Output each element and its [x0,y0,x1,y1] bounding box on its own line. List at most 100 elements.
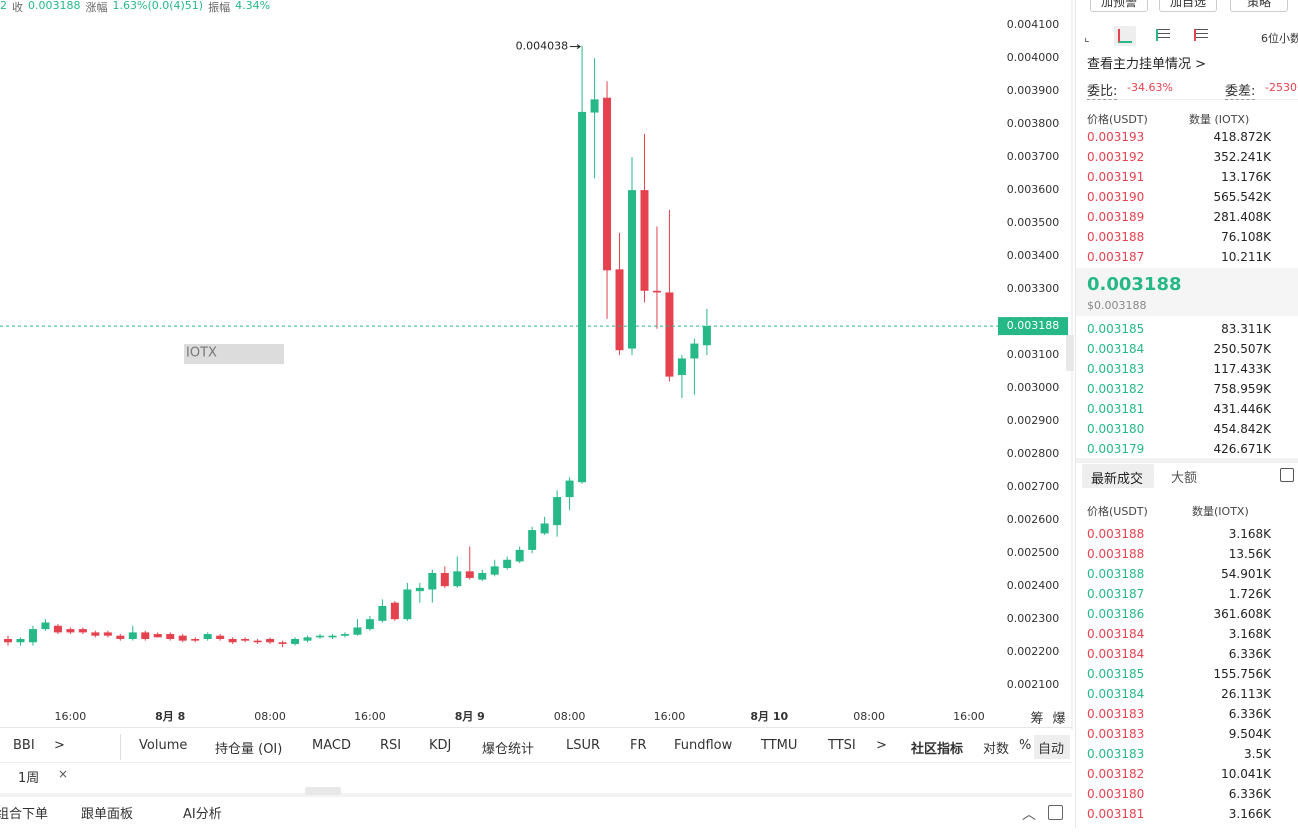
separator [0,762,1072,763]
symbol-label: IOTX [186,346,217,361]
trade-price: 0.003181 [1087,807,1145,821]
x-tick-label: 08:00 [254,710,286,723]
candle-body [578,111,587,483]
candle-body [428,572,437,590]
book-price: 0.003192 [1087,150,1145,164]
indicator-tab[interactable]: RSI [380,738,402,753]
trade-price: 0.003182 [1087,767,1145,781]
header-text: 收 [12,1,23,14]
candle-body [278,642,287,644]
book-qty: 117.433K [1213,362,1272,376]
button[interactable]: 加预警 [1090,0,1148,12]
y-tick-label: 0.003100 [1007,348,1060,361]
candle-body [465,571,474,578]
book-qty: 426.671K [1213,442,1272,456]
indicator-tab[interactable]: BBI [13,738,35,753]
button[interactable]: 策略 [1230,0,1288,12]
book-price: 0.003180 [1087,422,1145,436]
indicator-tab[interactable]: > [876,738,887,753]
view-icon[interactable] [1118,29,1132,43]
header-text: 1.63%(0.0(4)51) [112,0,204,12]
view-icon[interactable] [1194,29,1208,41]
last-usd: $0.003188 [1087,299,1147,312]
y-tick-label: 0.003800 [1007,117,1060,130]
book-qty: 250.507K [1213,342,1272,356]
candle-body [128,632,137,639]
y-tick-label: 0.003700 [1007,150,1060,163]
candle-body [316,635,324,638]
view-icon[interactable] [1156,29,1170,41]
trade-qty: 3.168K [1228,627,1271,641]
indicator-tab[interactable]: TTSI [828,738,856,753]
indicator-tab[interactable]: 社区指标 [911,742,964,757]
book-qty: 431.446K [1213,402,1272,416]
bottom-tab[interactable]: 组合下单 [0,807,49,822]
candle-body [652,290,661,293]
bottom-tab[interactable]: 跟单面板 [81,807,134,822]
y-tick-label: 0.002100 [1007,678,1060,691]
candle-body [266,638,275,643]
view-icon[interactable]: ⌞ [1084,30,1090,44]
trade-qty: 1.726K [1228,587,1271,601]
header-text: 0.003188 [28,0,81,12]
book-price: 0.003181 [1087,402,1145,416]
indicator-tab[interactable]: 爆仓统计 [482,742,535,757]
book-qty: 13.176K [1221,170,1271,184]
candle-body [66,629,75,633]
candle-body [565,480,574,498]
button[interactable]: 加自选 [1159,0,1217,12]
main-orders-link[interactable]: 查看主力挂单情况 > [1087,57,1207,72]
trade-qty: 10.041K [1221,767,1271,781]
bottom-tab[interactable]: AI分析 [183,807,222,822]
trades-tab[interactable]: 最新成交 [1091,472,1144,487]
candle-body [203,634,212,639]
y-tick-label: 0.003500 [1007,216,1060,229]
last-price-bg [1076,268,1298,316]
candle-body [178,635,187,641]
candle-body [166,634,175,639]
y-tick-label: 0.002600 [1007,513,1060,526]
close-icon[interactable]: × [58,767,69,781]
indicator-tab[interactable]: MACD [312,738,351,753]
ratio-label: 委比: [1087,80,1118,100]
indicator-tab[interactable]: Fundflow [674,738,733,753]
book-price: 0.003188 [1087,230,1145,244]
candle-body [528,530,537,550]
y-tick-label: 0.003300 [1007,282,1060,295]
trade-qty: 26.113K [1221,687,1271,701]
tab-highlight [1082,464,1154,488]
candle-body [390,602,399,620]
trade-price: 0.003184 [1087,627,1145,641]
panel-handle[interactable] [1066,335,1074,371]
candle-body [503,559,512,569]
resize-handle[interactable] [305,787,341,795]
indicator-tab[interactable]: 对数 [983,742,1010,757]
candle-body [241,638,250,641]
indicator-tab[interactable]: TTMU [761,738,798,753]
trade-qty: 9.504K [1228,727,1271,741]
trades-tab[interactable]: 大额 [1171,471,1198,486]
indicator-tab[interactable]: > [54,738,65,753]
max-arrowhead [576,44,581,49]
indicator-tab[interactable]: FR [630,738,647,753]
collapse-icon[interactable]: ︿ [1022,807,1036,823]
checkbox[interactable] [1280,468,1294,482]
candle-body [365,619,374,630]
indicator-tab[interactable]: Volume [139,738,188,753]
y-tick-label: 0.002900 [1007,414,1060,427]
divider [1075,0,1076,828]
indicator-tab[interactable]: 持仓量 (OI) [215,742,283,757]
price-header: 价格(USDT) [1087,505,1148,518]
indicator-tab[interactable]: 自动 [1038,742,1065,757]
trade-price: 0.003188 [1087,567,1145,581]
indicator-tab[interactable]: % [1019,738,1032,753]
axis-icon: 爆 [1052,712,1065,727]
candle-body [291,638,300,644]
expand-icon[interactable] [1048,805,1063,820]
indicator-tab[interactable]: KDJ [429,738,452,753]
candle-body [415,587,424,592]
indicator-tab[interactable]: LSUR [566,738,601,753]
period-tab[interactable]: 1周 [18,771,40,786]
y-tick-label: 0.003600 [1007,183,1060,196]
